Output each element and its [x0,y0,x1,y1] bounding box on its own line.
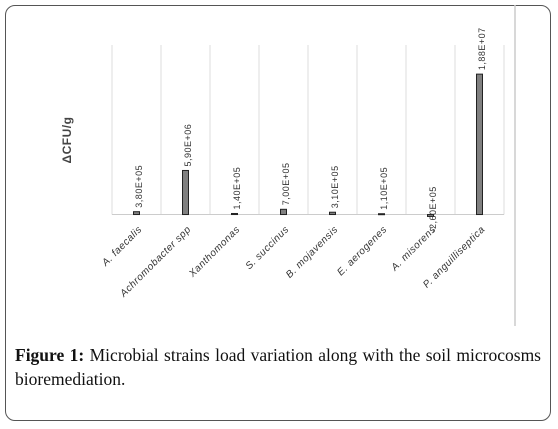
bar [182,169,189,216]
value-label: 3,80E+05 [134,165,144,208]
figure-frame [5,5,551,421]
bar [231,212,238,216]
bar [476,73,483,216]
x-tick-label: Xanthomonas [186,224,242,280]
value-label: 5,90E+06 [183,124,193,167]
caption-text: Microbial strains load variation along w… [15,345,541,389]
value-label: 1,10E+05 [379,167,389,210]
y-axis-label: ΔCFU/g [60,117,74,164]
bar [280,208,287,216]
x-tick-label: S. succinus [244,224,292,272]
bar [378,213,385,216]
x-tick-label: E. aerogenes [335,224,389,278]
x-tick-label: A. faecalis [99,224,144,269]
x-tick-label: B. mojavensis [284,224,340,280]
caption: Figure 1: Microbial strains load variati… [15,343,541,391]
bar [133,211,140,216]
value-label: 7,00E+05 [281,163,291,206]
value-label: 1,40E+05 [232,167,242,210]
caption-label: Figure 1: [15,345,85,365]
bar [329,211,336,216]
value-label: 3,10E+05 [330,165,340,208]
bar [427,214,434,217]
value-label: -2,60E+05 [428,186,438,232]
value-label: 1,88E+07 [477,27,487,70]
x-tick-label: A. misorens [389,224,439,274]
